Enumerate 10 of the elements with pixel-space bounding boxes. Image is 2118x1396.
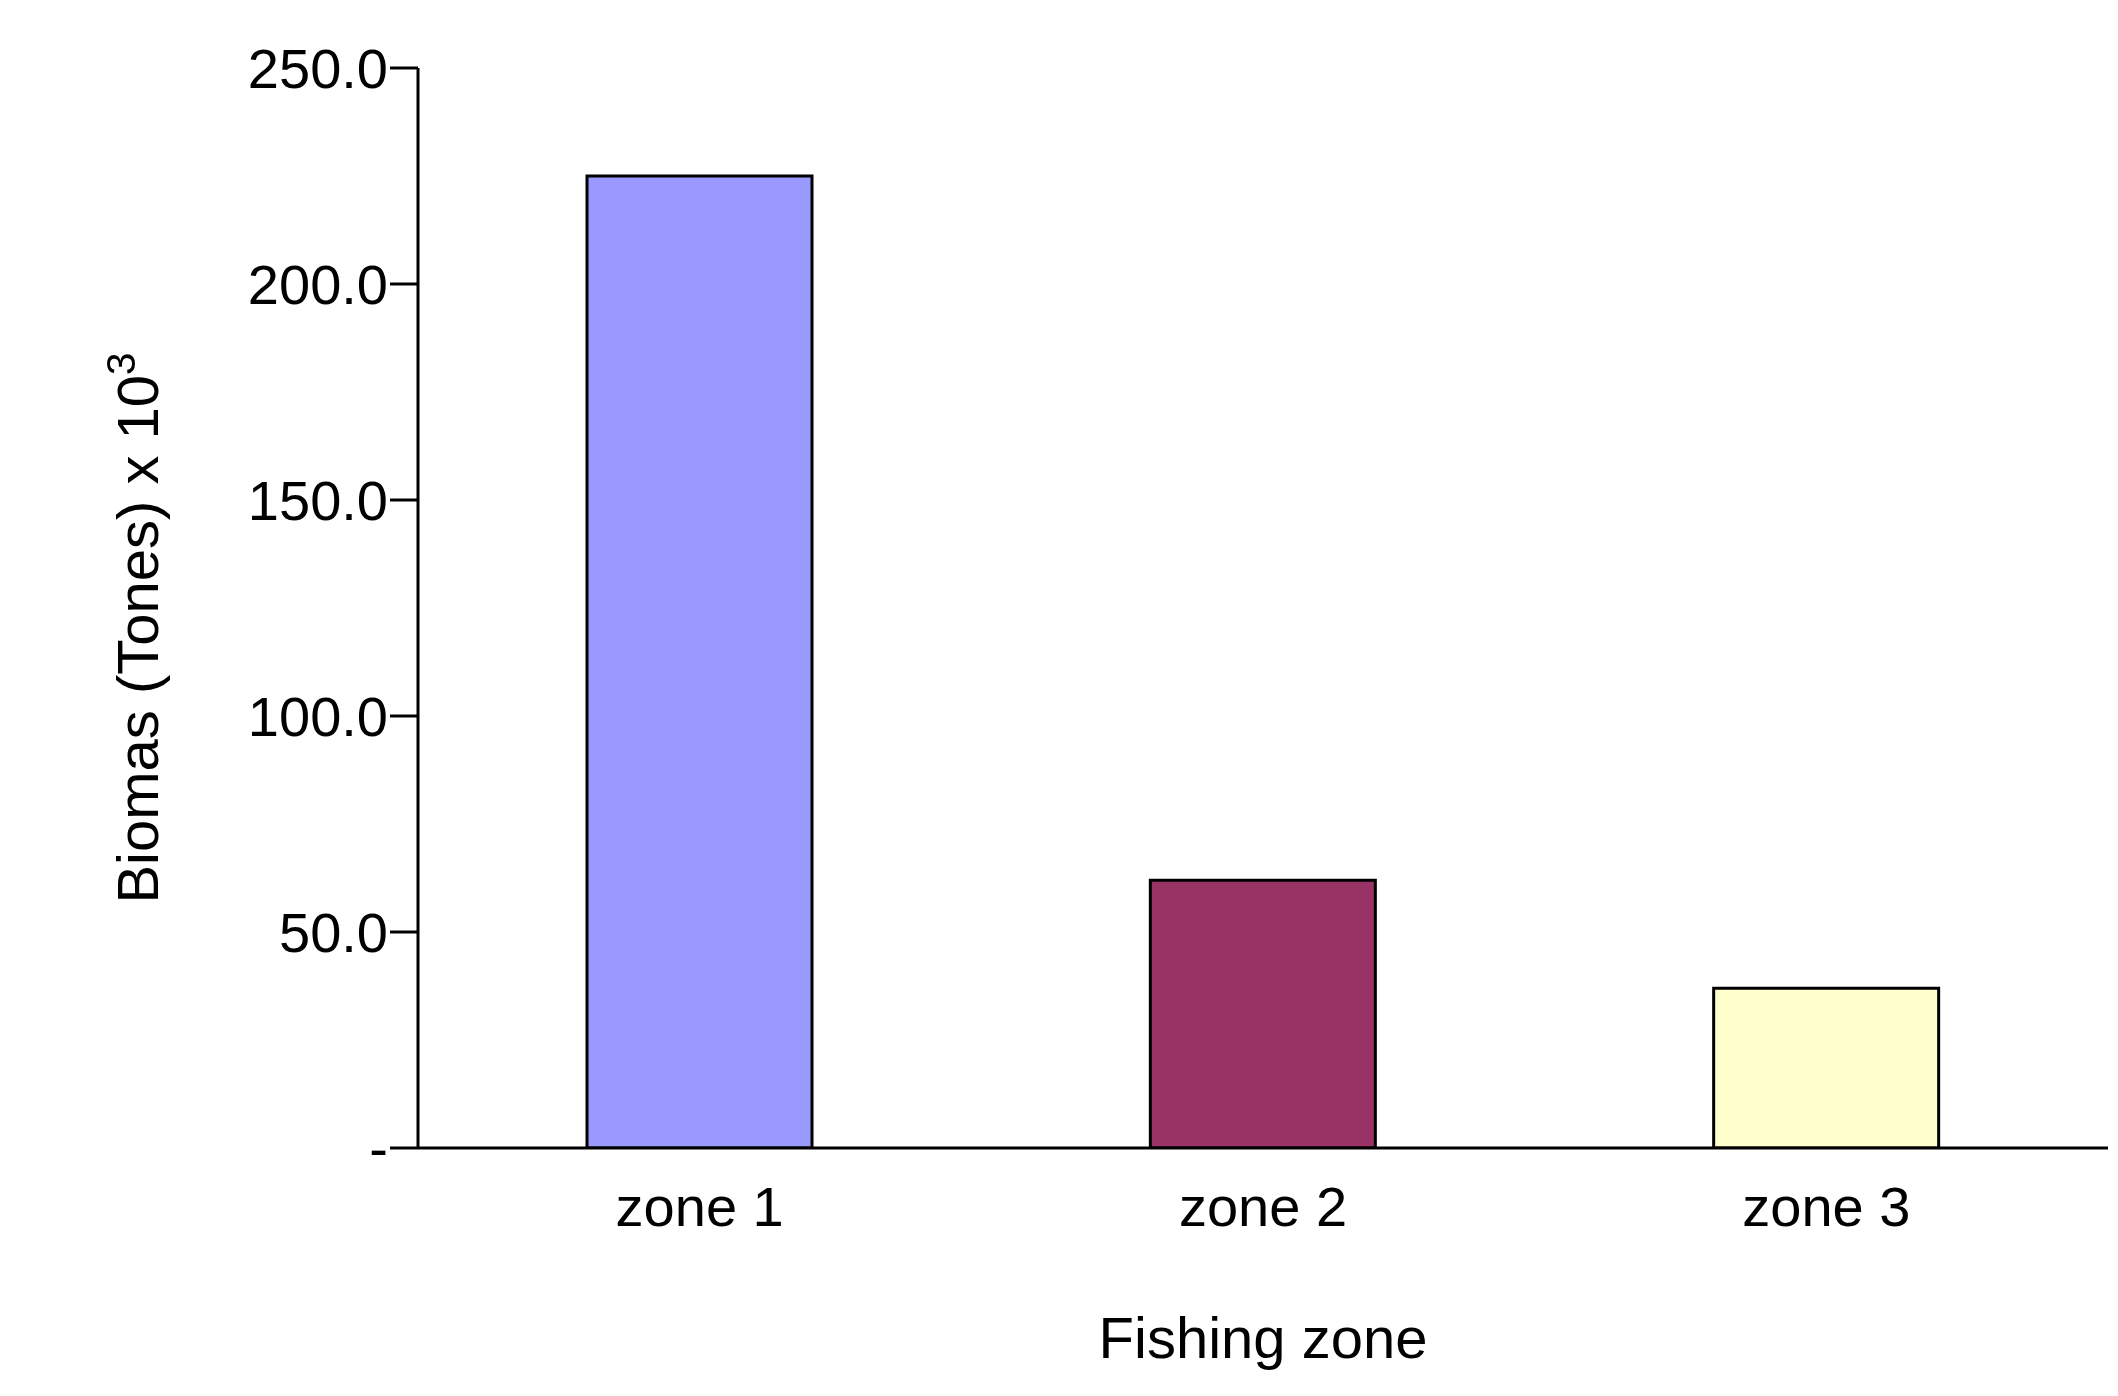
y-tick-label: 50.0 [279,900,388,964]
y-tick-label: 100.0 [247,684,388,748]
x-tick-label: zone 3 [1742,1174,1911,1238]
y-tick-label: 250.0 [247,36,388,100]
y-tick-label: 150.0 [247,468,388,532]
x-tick-label: zone 1 [615,1174,784,1238]
x-tick-label: zone 2 [1178,1174,1348,1238]
y-tick-label: 200.0 [247,252,388,316]
y-tick-label: - [369,1116,388,1180]
x-axis-title: Fishing zone [1098,1305,1428,1370]
